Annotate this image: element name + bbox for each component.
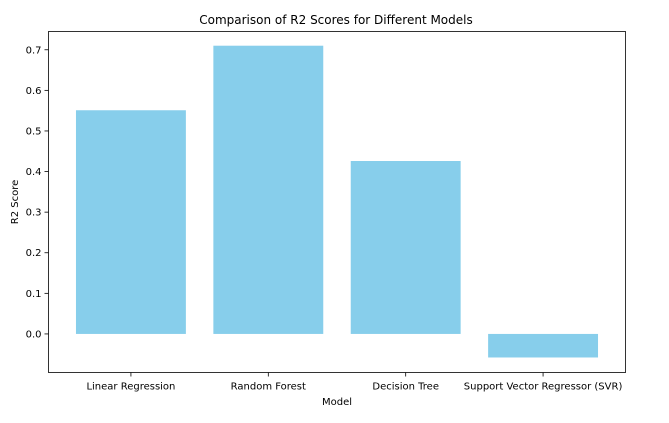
y-tick-label: 0.6 bbox=[26, 86, 42, 97]
y-tick-label: 0.5 bbox=[26, 126, 42, 137]
y-axis: 0.0 0.1 0.2 0.3 0.4 0.5 0.6 0.7 bbox=[26, 45, 49, 340]
y-tick-label: 0.7 bbox=[26, 45, 42, 56]
y-tick-label: 0.3 bbox=[26, 208, 42, 219]
x-axis: Linear Regression Random Forest Decision T… bbox=[86, 372, 623, 393]
x-tick-label: Support Vector Regressor (SVR) bbox=[464, 382, 623, 393]
x-axis-label: Model bbox=[322, 397, 352, 408]
x-tick-label: Random Forest bbox=[231, 382, 306, 393]
plot-frame bbox=[48, 31, 626, 373]
bar-2 bbox=[213, 45, 324, 334]
x-tick-label: Linear Regression bbox=[86, 382, 175, 393]
y-tick-label: 0.2 bbox=[26, 248, 42, 259]
bar-1 bbox=[75, 110, 186, 334]
y-tick-label: 0.4 bbox=[26, 167, 42, 178]
y-tick-label: 0.1 bbox=[26, 289, 42, 300]
chart-title: Comparison of R2 Scores for Different Mo… bbox=[199, 13, 473, 27]
y-axis-label: R2 Score bbox=[10, 180, 21, 225]
x-tick-label: Decision Tree bbox=[372, 382, 439, 393]
bar-4 bbox=[488, 333, 599, 358]
y-tick-label: 0.0 bbox=[26, 329, 42, 340]
bar-3 bbox=[350, 160, 461, 334]
bars-layer bbox=[75, 45, 599, 358]
